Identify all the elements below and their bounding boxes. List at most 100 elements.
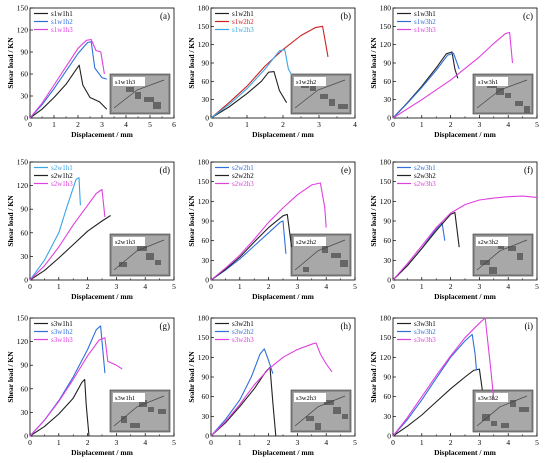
x-axis-label: Displacement / mm xyxy=(434,292,496,301)
photo-fragment xyxy=(315,423,321,430)
y-tick-label: 180 xyxy=(380,158,392,167)
panel-label: (f) xyxy=(524,165,533,175)
series-line-s1w1h3 xyxy=(29,38,105,119)
legend-entry: s3w3h1 xyxy=(414,320,436,328)
x-tick-label: 4 xyxy=(324,282,328,291)
series-line-s2w3h3 xyxy=(392,195,538,281)
x-tick-label: 0 xyxy=(391,282,395,291)
series-line-s1w2h3 xyxy=(210,49,293,119)
inset-label: s3w3h2 xyxy=(478,395,498,402)
legend-entry: s2w2h1 xyxy=(232,164,254,172)
x-tick-label: 2 xyxy=(86,282,90,291)
y-tick-label: 180 xyxy=(198,158,210,167)
photo-fragment xyxy=(322,246,328,253)
photo-fragment xyxy=(331,253,341,258)
x-tick-label: 5 xyxy=(535,282,539,291)
x-axis-label: Displacement / mm xyxy=(434,448,496,457)
legend-entry: s2w3h3 xyxy=(414,180,436,188)
inset-label: s2w3h2 xyxy=(478,239,498,246)
y-tick-label: 60 xyxy=(384,77,392,86)
y-tick-label: 180 xyxy=(198,4,210,13)
photo-crack xyxy=(294,395,346,427)
inset-label: s1w1h3 xyxy=(115,79,135,86)
x-tick-label: 5 xyxy=(353,438,357,447)
photo-fragment xyxy=(517,253,523,260)
y-axis-label: Shear load / KN xyxy=(187,37,196,89)
specimen-photo-inset: s1w3h1 xyxy=(472,73,534,115)
legend-entry: s3w1h1 xyxy=(51,320,73,328)
inset-label-box xyxy=(476,77,508,86)
specimen-photo-inset: s2w3h2 xyxy=(472,233,534,277)
y-tick-label: 30 xyxy=(384,256,392,265)
photo-fragment xyxy=(515,101,523,106)
photo-fragment xyxy=(144,97,154,102)
x-tick-label: 1 xyxy=(57,438,61,447)
x-tick-label: 6 xyxy=(172,120,176,129)
photo-crack xyxy=(476,79,528,109)
x-tick-label: 4 xyxy=(506,438,510,447)
legend-entry: s1w2h3 xyxy=(232,26,254,34)
y-tick-label: 0 xyxy=(205,432,209,441)
y-tick-label: 90 xyxy=(384,373,392,382)
y-tick-label: 90 xyxy=(384,217,392,226)
photo-fragment xyxy=(489,267,497,274)
photo-fragment xyxy=(153,102,161,109)
legend-entry: s3w1h2 xyxy=(51,328,73,336)
series-line-s2w2h1 xyxy=(210,220,287,281)
x-tick-label: 0 xyxy=(28,438,32,447)
x-tick-label: 2 xyxy=(281,120,285,129)
panel-label: (h) xyxy=(341,321,352,331)
y-tick-label: 0 xyxy=(24,276,28,285)
y-tick-label: 30 xyxy=(202,95,210,104)
x-tick-label: 3 xyxy=(296,282,300,291)
y-tick-label: 120 xyxy=(380,353,392,362)
x-tick-label: 0 xyxy=(391,438,395,447)
y-tick-label: 60 xyxy=(21,384,29,393)
y-tick-label: 0 xyxy=(24,114,28,123)
y-tick-label: 60 xyxy=(384,236,392,245)
x-axis-label: Displacement / mm xyxy=(71,292,133,301)
photo-fragment xyxy=(508,246,516,251)
specimen-photo-inset: s1w1h3 xyxy=(109,73,171,115)
photo-fragment xyxy=(155,260,161,265)
chart-panel-2: s1w2h2 0 1 2 3 4 0 30 60 90 120 150 180 Displacement … xyxy=(187,4,357,140)
legend-entry: s2w1h2 xyxy=(51,172,73,180)
series-line-s3w1h1 xyxy=(29,378,90,437)
y-tick-label: 0 xyxy=(205,114,209,123)
x-tick-label: 3 xyxy=(100,120,104,129)
panel-label: (e) xyxy=(341,165,351,175)
photo-fragment xyxy=(491,421,497,426)
legend-entry: s1w1h1 xyxy=(51,10,73,18)
series-line-s1w1h1 xyxy=(29,64,108,119)
y-tick-label: 90 xyxy=(202,217,210,226)
series-line-s1w3h3 xyxy=(392,31,514,119)
y-tick-label: 30 xyxy=(202,256,210,265)
x-tick-label: 1 xyxy=(238,282,242,291)
x-tick-label: 5 xyxy=(535,120,539,129)
y-tick-label: 90 xyxy=(202,373,210,382)
inset-label-box xyxy=(476,237,508,246)
photo-fragment xyxy=(310,86,316,91)
y-tick-label: 0 xyxy=(205,276,209,285)
legend-entry: s3w2h3 xyxy=(232,336,254,344)
x-tick-label: 0 xyxy=(209,120,213,129)
legend-entry: s3w2h1 xyxy=(232,320,254,328)
y-axis-label: Shear load / KN xyxy=(369,351,378,403)
x-axis-label: Displacement / mm xyxy=(252,448,314,457)
y-tick-label: 120 xyxy=(380,197,392,206)
x-tick-label: 2 xyxy=(449,120,453,129)
chart-panel-3: s1w3h1 0 1 2 3 4 5 0 30 60 90 120 150 180 Displacement… xyxy=(369,4,539,140)
y-tick-label: 120 xyxy=(17,26,29,35)
x-tick-label: 0 xyxy=(391,120,395,129)
photo-fragment xyxy=(505,93,511,98)
legend-entry: s3w2h2 xyxy=(232,328,254,336)
x-tick-label: 3 xyxy=(478,438,482,447)
inset-label: s1w2h2 xyxy=(296,79,316,86)
x-tick-label: 3 xyxy=(115,282,119,291)
legend-entry: s1w2h2 xyxy=(232,18,254,26)
y-tick-label: 120 xyxy=(380,40,392,49)
photo-fragment xyxy=(158,409,166,414)
legend-entry: s1w1h3 xyxy=(51,26,73,34)
y-tick-label: 0 xyxy=(387,432,391,441)
